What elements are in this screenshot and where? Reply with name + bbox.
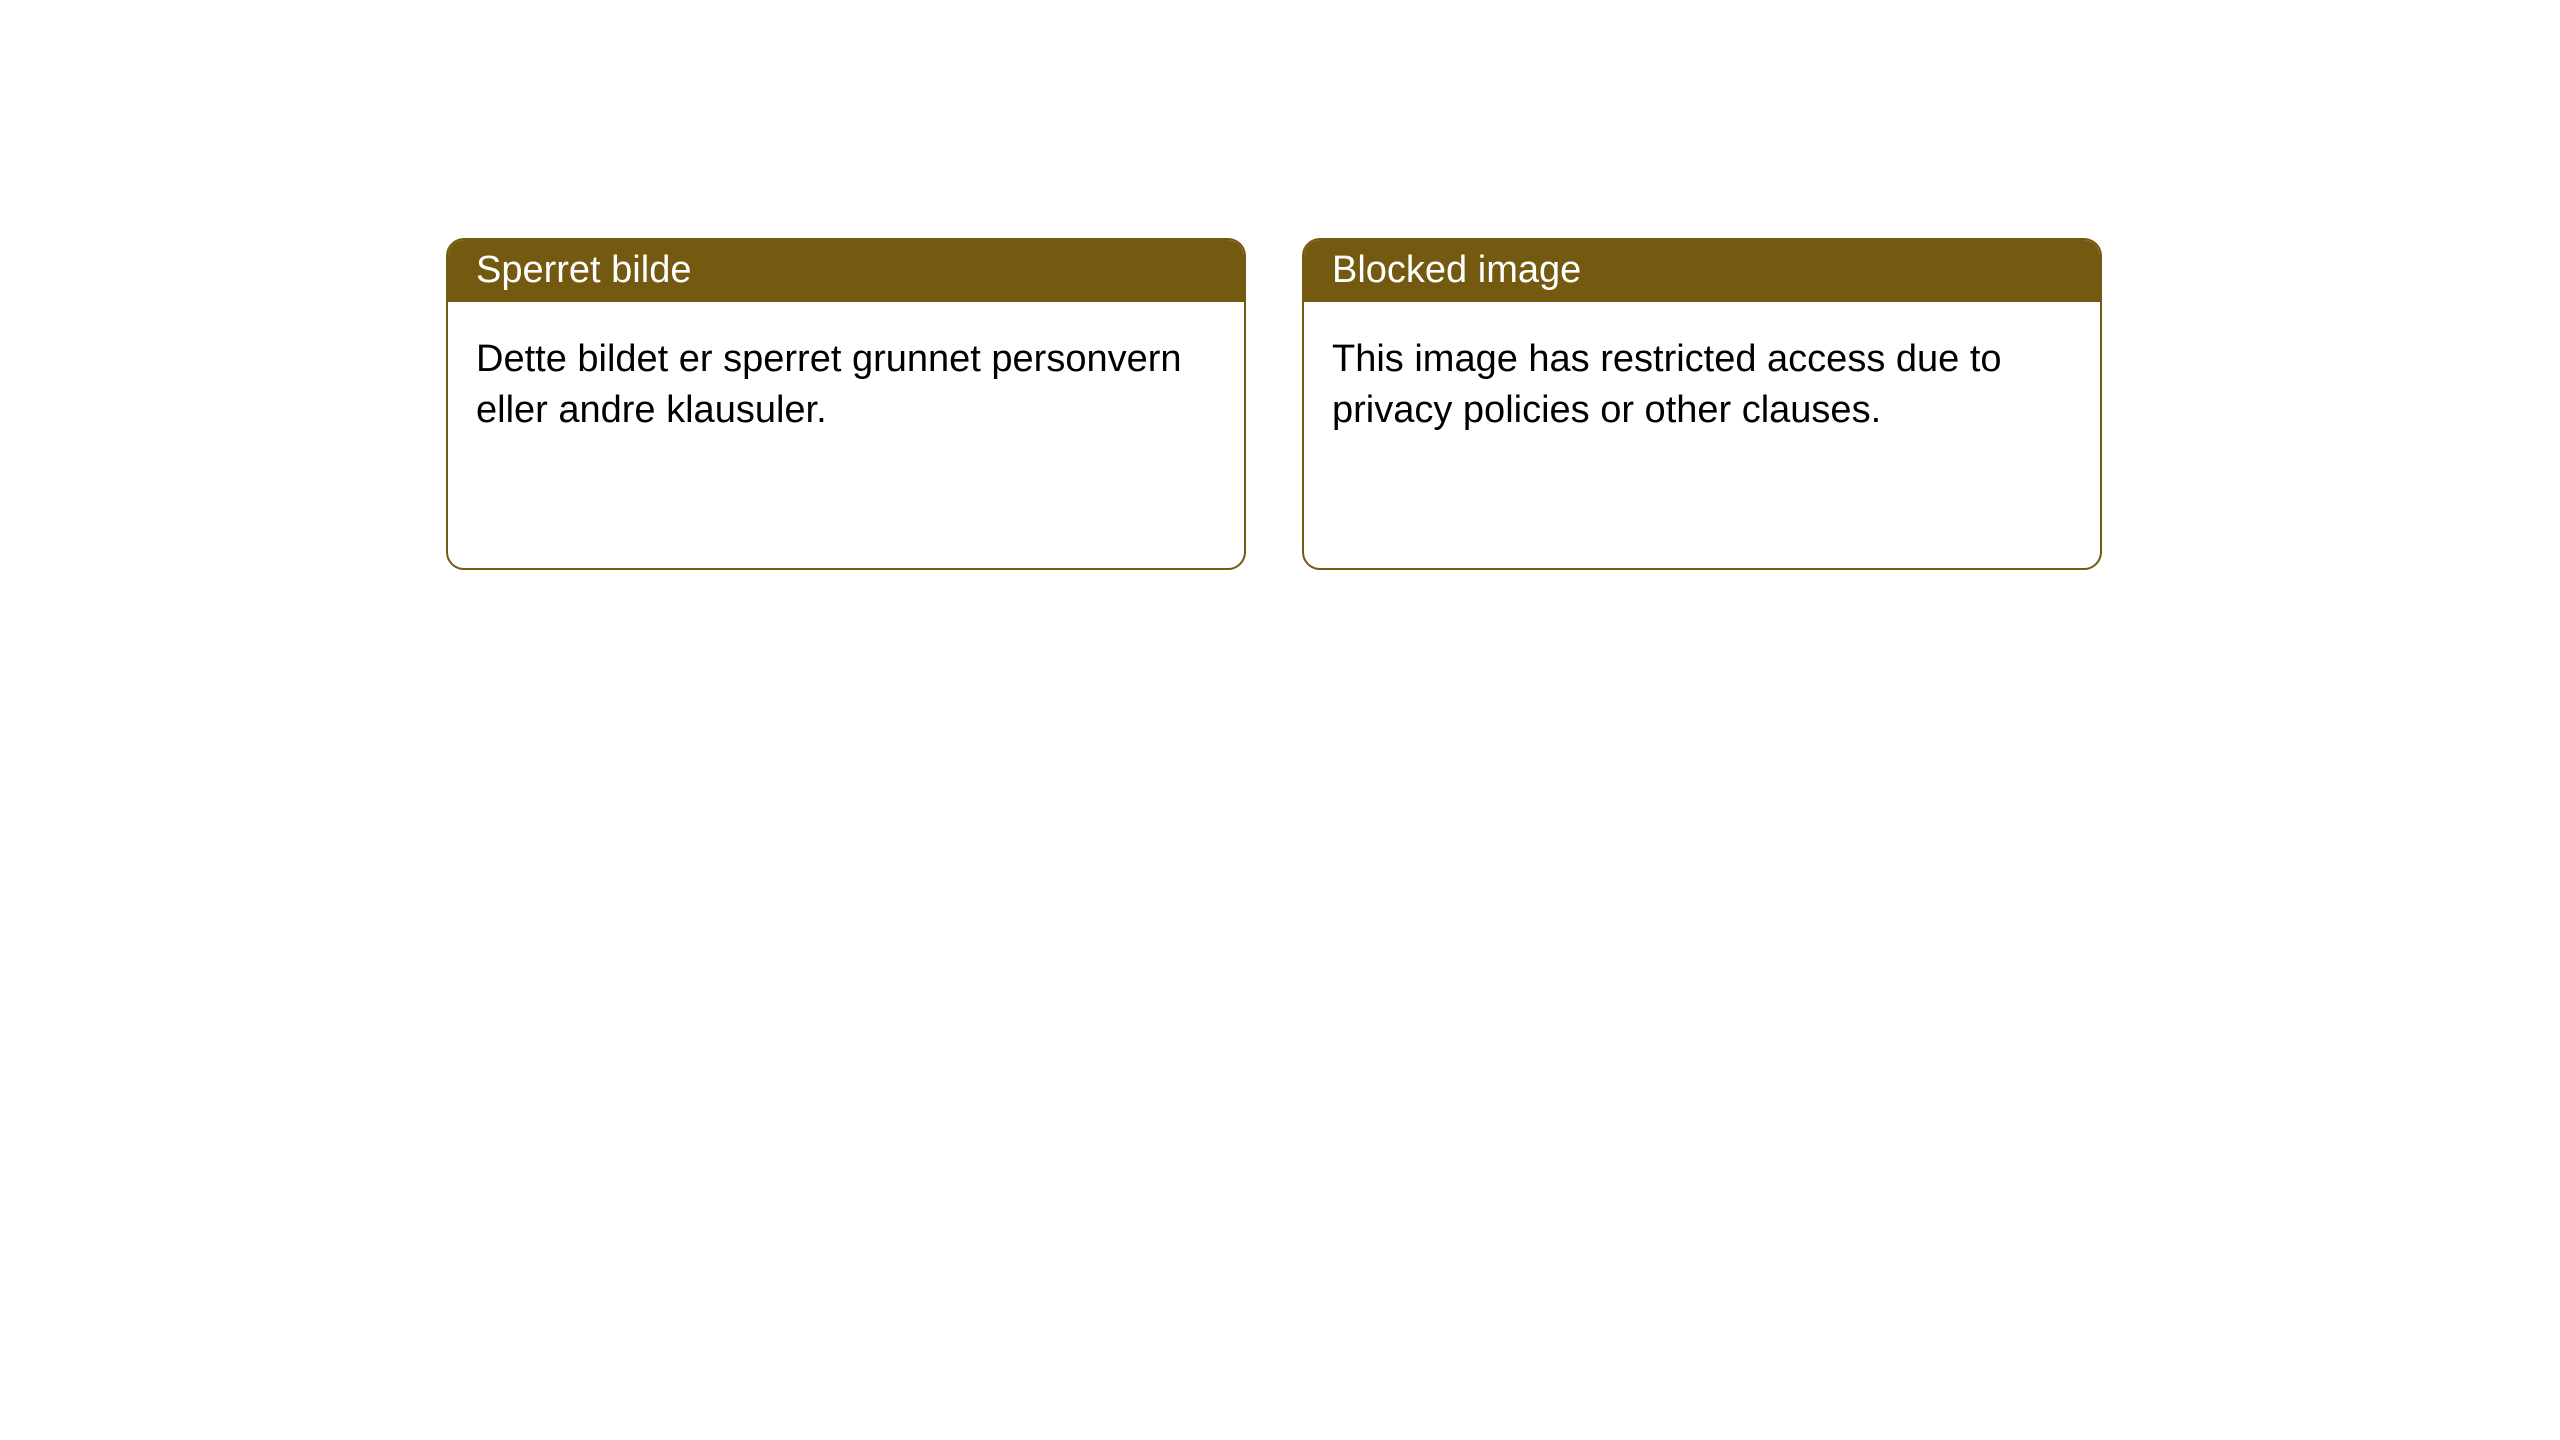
- notice-body: Dette bildet er sperret grunnet personve…: [448, 302, 1244, 469]
- notice-body-text: Dette bildet er sperret grunnet personve…: [476, 338, 1182, 431]
- notice-container: Sperret bilde Dette bildet er sperret gr…: [446, 238, 2102, 570]
- notice-header: Sperret bilde: [448, 240, 1244, 302]
- notice-header: Blocked image: [1304, 240, 2100, 302]
- notice-body-text: This image has restricted access due to …: [1332, 338, 2002, 431]
- notice-title: Blocked image: [1332, 249, 1581, 291]
- notice-box-norwegian: Sperret bilde Dette bildet er sperret gr…: [446, 238, 1246, 570]
- notice-title: Sperret bilde: [476, 249, 691, 291]
- notice-box-english: Blocked image This image has restricted …: [1302, 238, 2102, 570]
- notice-body: This image has restricted access due to …: [1304, 302, 2100, 469]
